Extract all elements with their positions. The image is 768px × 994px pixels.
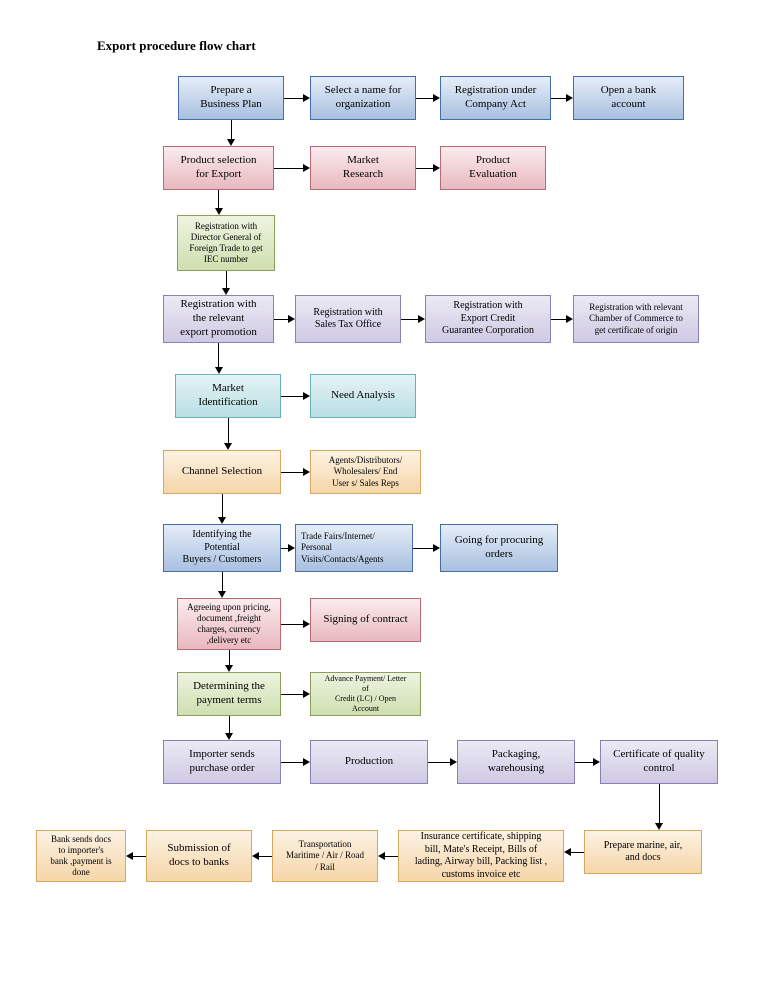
flow-node-n20: Agreeing upon pricing,document ,freightc… (177, 598, 281, 650)
arrow-line (226, 271, 227, 289)
flow-node-n21: Signing of contract (310, 598, 421, 642)
flow-node-n23: Advance Payment/ LetterofCredit (LC) / O… (310, 672, 421, 716)
arrow-head (215, 367, 223, 374)
arrow-head (303, 758, 310, 766)
arrow-head (303, 468, 310, 476)
arrow-head (227, 139, 235, 146)
flow-node-n25: Production (310, 740, 428, 784)
arrow-line (551, 98, 567, 99)
arrow-line (416, 168, 434, 169)
arrow-line (222, 494, 223, 518)
arrow-line (413, 548, 434, 549)
arrow-line (281, 694, 304, 695)
arrow-head (224, 443, 232, 450)
flow-node-n13: MarketIdentification (175, 374, 281, 418)
arrow-line (218, 190, 219, 209)
arrow-line (659, 784, 660, 824)
arrow-line (281, 396, 304, 397)
flow-node-n11: Registration withExport CreditGuarantee … (425, 295, 551, 343)
arrow-head (566, 315, 573, 323)
arrow-line (228, 418, 229, 444)
arrow-line (551, 319, 567, 320)
arrow-line (575, 762, 594, 763)
flow-node-n4: Open a bankaccount (573, 76, 684, 120)
page-title: Export procedure flow chart (97, 38, 256, 54)
arrow-line (281, 624, 304, 625)
arrow-line (218, 343, 219, 368)
flow-node-n16: Agents/Distributors/Wholesalers/ EndUser… (310, 450, 421, 494)
arrow-line (384, 856, 398, 857)
arrow-line (274, 168, 304, 169)
arrow-head (215, 208, 223, 215)
arrow-head (225, 733, 233, 740)
arrow-line (281, 472, 304, 473)
arrow-head (593, 758, 600, 766)
arrow-head (564, 848, 571, 856)
flow-node-n19: Going for procuringorders (440, 524, 558, 572)
flow-node-n26: Packaging,warehousing (457, 740, 575, 784)
flow-node-n27: Certificate of qualitycontrol (600, 740, 718, 784)
arrow-line (132, 856, 146, 857)
arrow-line (416, 98, 434, 99)
flow-node-n29: Submission ofdocs to banks (146, 830, 252, 882)
arrow-head (303, 620, 310, 628)
arrow-head (225, 665, 233, 672)
flow-node-n32: Prepare marine, air,and docs (584, 830, 702, 874)
arrow-head (218, 517, 226, 524)
flow-node-n5: Product selectionfor Export (163, 146, 274, 190)
arrow-head (433, 94, 440, 102)
flow-node-n18: Trade Fairs/Internet/PersonalVisits/Cont… (295, 524, 413, 572)
arrow-head (288, 315, 295, 323)
arrow-head (222, 288, 230, 295)
arrow-head (450, 758, 457, 766)
arrow-head (566, 94, 573, 102)
flow-node-n3: Registration underCompany Act (440, 76, 551, 120)
flow-node-n1: Prepare aBusiness Plan (178, 76, 284, 120)
arrow-line (284, 98, 304, 99)
arrow-line (222, 572, 223, 592)
arrow-line (281, 762, 304, 763)
flow-node-n9: Registration withthe relevantexport prom… (163, 295, 274, 343)
arrow-head (303, 690, 310, 698)
arrow-line (231, 120, 232, 140)
flow-node-n31: Insurance certificate, shippingbill, Mat… (398, 830, 564, 882)
flow-node-n17: Identifying thePotentialBuyers / Custome… (163, 524, 281, 572)
arrow-line (274, 319, 289, 320)
arrow-head (303, 94, 310, 102)
arrow-line (258, 856, 272, 857)
arrow-head (655, 823, 663, 830)
arrow-head (126, 852, 133, 860)
flow-node-n30: TransportationMaritime / Air / Road/ Rai… (272, 830, 378, 882)
arrow-line (570, 852, 584, 853)
flow-node-n2: Select a name fororganization (310, 76, 416, 120)
arrow-line (229, 716, 230, 734)
arrow-head (378, 852, 385, 860)
arrow-head (218, 591, 226, 598)
arrow-head (252, 852, 259, 860)
flow-node-n24: Importer sendspurchase order (163, 740, 281, 784)
flow-node-n28: Bank sends docsto importer'sbank ,paymen… (36, 830, 126, 882)
arrow-line (401, 319, 419, 320)
flow-node-n7: ProductEvaluation (440, 146, 546, 190)
arrow-head (433, 544, 440, 552)
flow-node-n14: Need Analysis (310, 374, 416, 418)
flow-node-n8: Registration withDirector General ofFore… (177, 215, 275, 271)
flow-node-n6: MarketResearch (310, 146, 416, 190)
arrow-head (418, 315, 425, 323)
flow-node-n15: Channel Selection (163, 450, 281, 494)
arrow-head (303, 392, 310, 400)
arrow-head (288, 544, 295, 552)
arrow-line (428, 762, 451, 763)
flow-node-n22: Determining thepayment terms (177, 672, 281, 716)
arrow-head (433, 164, 440, 172)
arrow-line (229, 650, 230, 666)
flow-node-n12: Registration with relevantChamber of Com… (573, 295, 699, 343)
arrow-head (303, 164, 310, 172)
flow-node-n10: Registration withSales Tax Office (295, 295, 401, 343)
